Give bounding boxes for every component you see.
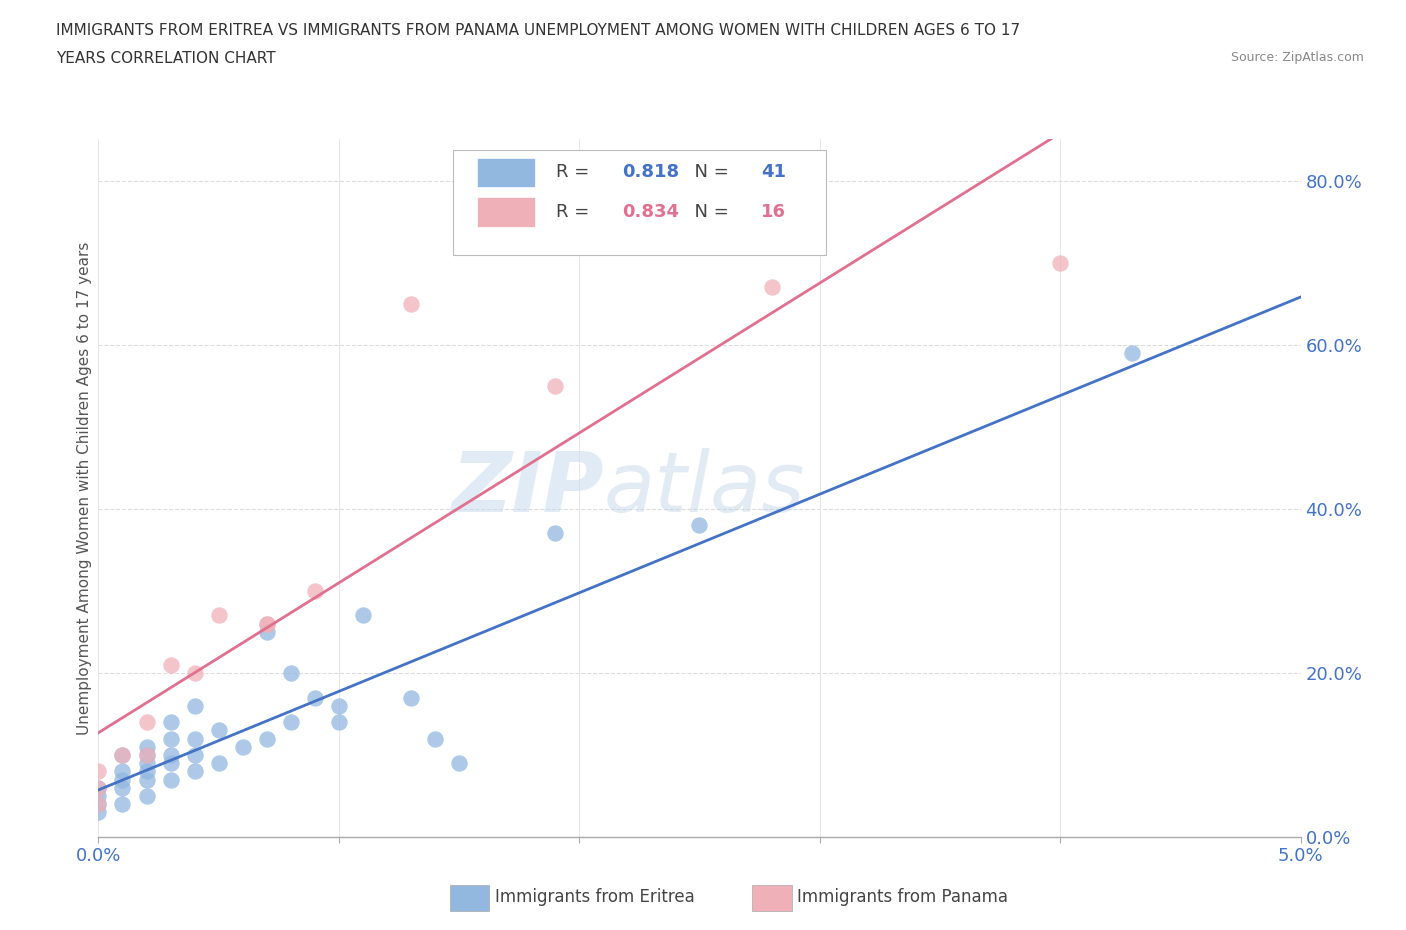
Point bbox=[1121, 345, 1143, 360]
Point bbox=[256, 624, 278, 639]
Point bbox=[688, 518, 710, 533]
Point bbox=[111, 764, 134, 778]
Text: ZIP: ZIP bbox=[451, 447, 603, 529]
Point bbox=[159, 731, 181, 746]
Point bbox=[87, 764, 110, 778]
Point bbox=[1049, 255, 1071, 270]
Text: atlas: atlas bbox=[603, 447, 806, 529]
Point bbox=[544, 526, 567, 541]
Point bbox=[183, 698, 205, 713]
Point bbox=[232, 739, 254, 754]
Point bbox=[183, 666, 205, 681]
FancyBboxPatch shape bbox=[453, 150, 825, 255]
Point bbox=[256, 617, 278, 631]
Bar bbox=[477, 197, 534, 227]
Point bbox=[87, 789, 110, 804]
Point bbox=[256, 731, 278, 746]
Point bbox=[280, 714, 302, 729]
Point bbox=[87, 780, 110, 795]
Point bbox=[87, 797, 110, 812]
Text: N =: N = bbox=[683, 164, 734, 181]
Point bbox=[761, 280, 783, 295]
Point bbox=[135, 748, 157, 763]
Bar bbox=[477, 157, 534, 187]
Point bbox=[111, 772, 134, 787]
Point bbox=[183, 748, 205, 763]
Point bbox=[280, 666, 302, 681]
Text: 16: 16 bbox=[761, 203, 786, 221]
Point bbox=[208, 723, 231, 737]
Text: N =: N = bbox=[683, 203, 734, 221]
Text: Source: ZipAtlas.com: Source: ZipAtlas.com bbox=[1230, 51, 1364, 64]
Point bbox=[159, 772, 181, 787]
Point bbox=[135, 772, 157, 787]
Point bbox=[423, 731, 446, 746]
Point bbox=[135, 756, 157, 771]
Point bbox=[111, 748, 134, 763]
Point bbox=[159, 714, 181, 729]
Text: R =: R = bbox=[557, 203, 595, 221]
Text: 0.834: 0.834 bbox=[623, 203, 679, 221]
Point bbox=[159, 748, 181, 763]
Point bbox=[208, 756, 231, 771]
Point bbox=[399, 690, 422, 705]
Point bbox=[111, 797, 134, 812]
Point bbox=[328, 698, 350, 713]
Point bbox=[135, 739, 157, 754]
Point bbox=[111, 748, 134, 763]
Point bbox=[256, 617, 278, 631]
Point bbox=[135, 714, 157, 729]
Point bbox=[159, 756, 181, 771]
Text: 41: 41 bbox=[761, 164, 786, 181]
Text: Immigrants from Panama: Immigrants from Panama bbox=[797, 888, 1008, 907]
Point bbox=[111, 780, 134, 795]
Text: Immigrants from Eritrea: Immigrants from Eritrea bbox=[495, 888, 695, 907]
Text: R =: R = bbox=[557, 164, 595, 181]
Point bbox=[304, 690, 326, 705]
Point bbox=[87, 805, 110, 820]
Point bbox=[208, 608, 231, 623]
Point bbox=[328, 714, 350, 729]
Point bbox=[183, 764, 205, 778]
Point bbox=[399, 296, 422, 311]
Point bbox=[544, 379, 567, 393]
Point bbox=[135, 764, 157, 778]
Point bbox=[87, 780, 110, 795]
Point bbox=[352, 608, 374, 623]
Point bbox=[183, 731, 205, 746]
Point bbox=[447, 756, 470, 771]
Point bbox=[135, 748, 157, 763]
Point bbox=[135, 789, 157, 804]
Text: 0.818: 0.818 bbox=[623, 164, 679, 181]
Text: IMMIGRANTS FROM ERITREA VS IMMIGRANTS FROM PANAMA UNEMPLOYMENT AMONG WOMEN WITH : IMMIGRANTS FROM ERITREA VS IMMIGRANTS FR… bbox=[56, 23, 1021, 38]
Point bbox=[304, 583, 326, 598]
Point bbox=[87, 797, 110, 812]
Text: YEARS CORRELATION CHART: YEARS CORRELATION CHART bbox=[56, 51, 276, 66]
Y-axis label: Unemployment Among Women with Children Ages 6 to 17 years: Unemployment Among Women with Children A… bbox=[77, 242, 91, 735]
Point bbox=[159, 658, 181, 672]
